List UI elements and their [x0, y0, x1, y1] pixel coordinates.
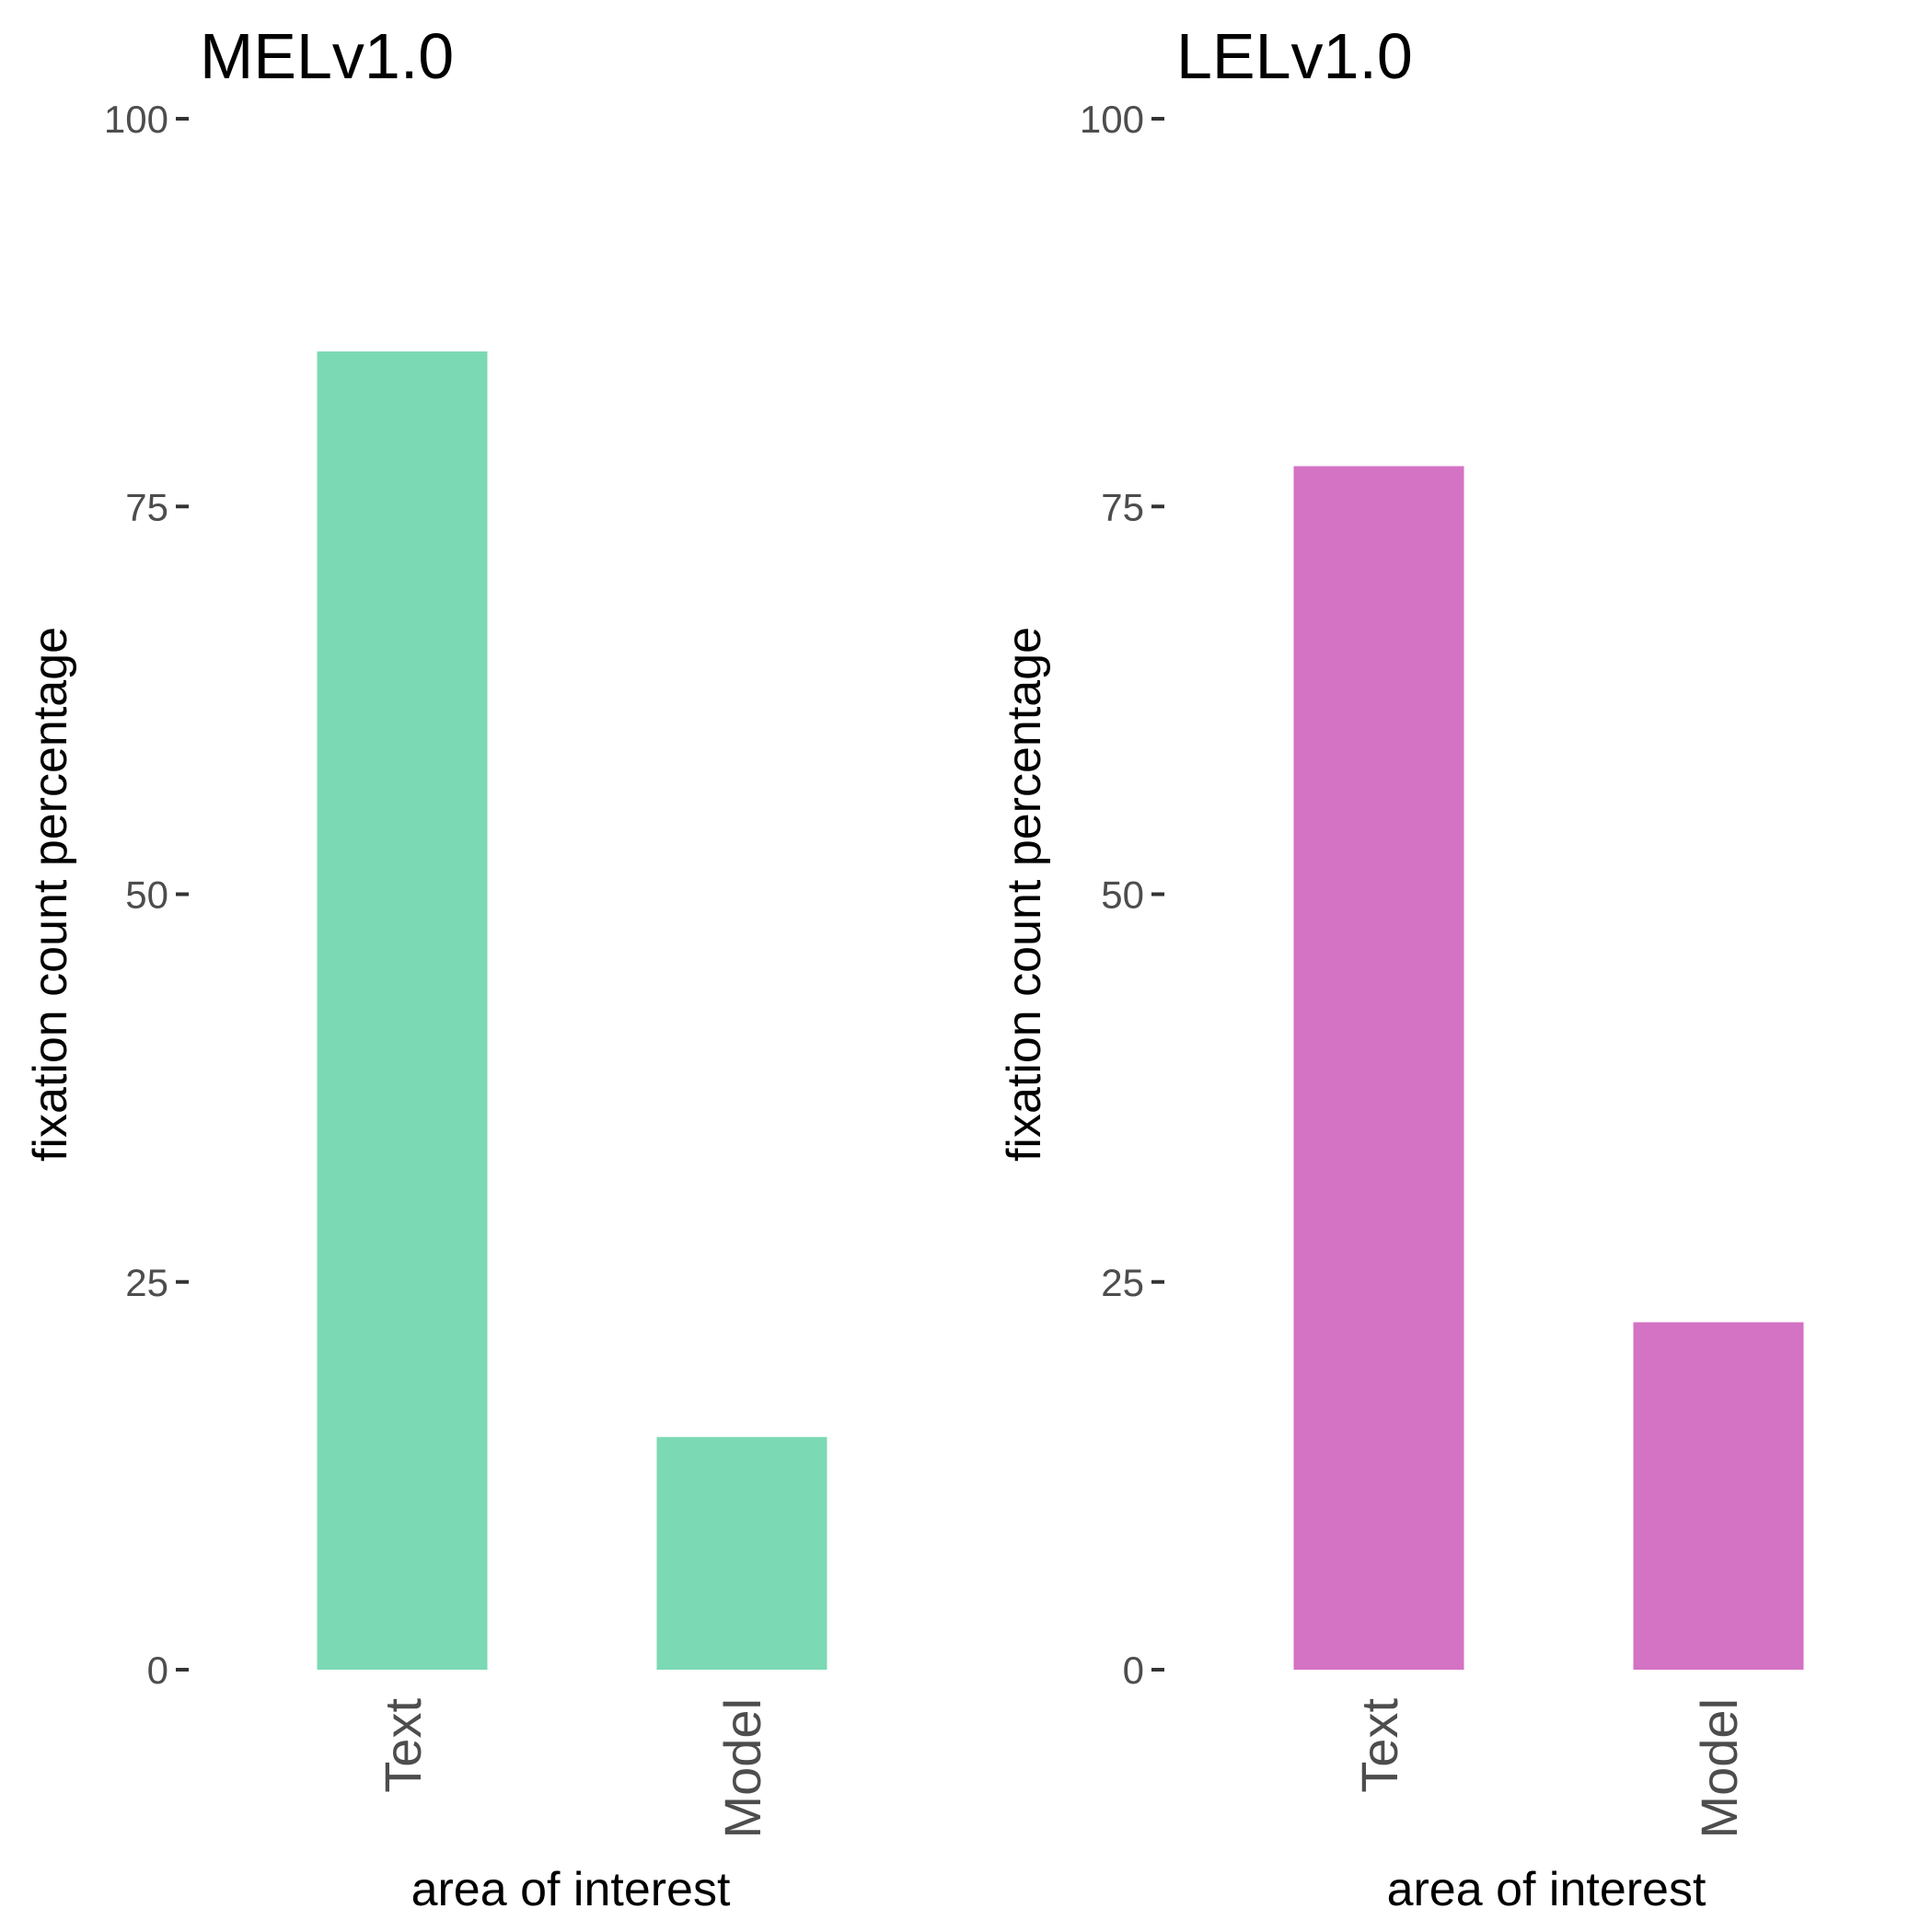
chart-title: MELv1.0 [200, 20, 454, 92]
bar-model [1633, 1322, 1804, 1670]
bar-text [1293, 466, 1464, 1671]
x-category-label: Model [713, 1698, 771, 1839]
panel-melv1: MELv1.0 fixation count percentage area o… [24, 20, 827, 1916]
x-category-label: Text [374, 1698, 432, 1793]
y-tick-label: 25 [125, 1261, 168, 1304]
y-tick-label: 50 [125, 873, 168, 917]
y-tick-label: 0 [147, 1649, 168, 1692]
x-category-label: Text [1350, 1698, 1408, 1793]
bar-text [317, 351, 488, 1670]
bars [317, 351, 827, 1670]
chart-title: LELv1.0 [1176, 20, 1413, 92]
y-tick-label: 0 [1123, 1649, 1144, 1692]
y-tick-label: 100 [104, 98, 168, 141]
x-axis-categories: Text Model [1350, 1698, 1748, 1839]
x-axis-title: area of interest [1387, 1863, 1706, 1916]
x-axis-categories: Text Model [374, 1698, 771, 1839]
y-tick-label: 100 [1080, 98, 1144, 141]
y-tick-label: 25 [1101, 1261, 1144, 1304]
y-axis-ticks: 0 25 50 75 100 [104, 98, 189, 1692]
y-axis-ticks: 0 25 50 75 100 [1080, 98, 1164, 1692]
bars [1293, 466, 1804, 1671]
y-axis-title: fixation count percentage [24, 627, 77, 1162]
panel-lelv1: LELv1.0 fixation count percentage area o… [998, 20, 1804, 1916]
y-tick-label: 75 [125, 485, 168, 528]
x-axis-title: area of interest [411, 1863, 731, 1916]
x-category-label: Model [1690, 1698, 1748, 1839]
y-tick-label: 75 [1101, 485, 1144, 528]
y-axis-title: fixation count percentage [998, 627, 1051, 1162]
bar-model [656, 1437, 827, 1670]
y-tick-label: 50 [1101, 873, 1144, 917]
